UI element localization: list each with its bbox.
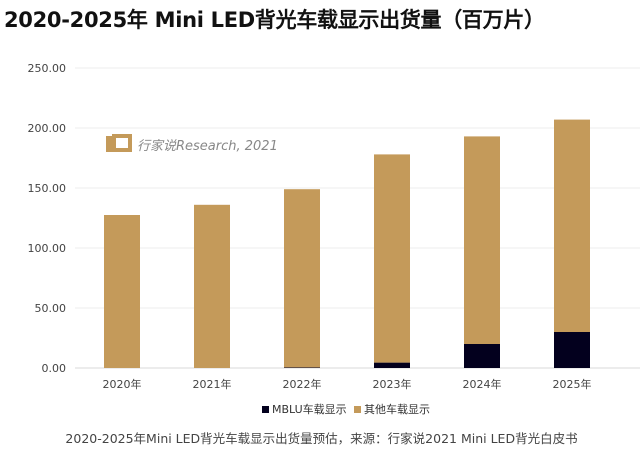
y-tick-label: 50.00 [35,302,67,315]
bar-other-2020年 [104,215,140,368]
x-tick-label: 2023年 [373,377,412,391]
legend-swatch [354,406,361,413]
bar-other-2023年 [374,154,410,363]
bar-mblu-2024年 [464,344,500,368]
caption: 2020-2025年Mini LED背光车载显示出货量预估，来源：行家说2021… [65,431,578,446]
x-tick-label: 2020年 [103,377,142,391]
bar-other-2021年 [194,204,230,368]
x-tick-label: 2021年 [193,377,232,391]
bar-other-2025年 [554,119,590,332]
chart-title: 2020-2025年 Mini LED背光车载显示出货量（百万片） [4,8,545,32]
y-tick-label: 150.00 [28,182,67,195]
bar-other-2022年 [284,189,320,368]
bar-other-2024年 [464,136,500,344]
y-tick-label: 100.00 [28,242,67,255]
legend-swatch [262,406,269,413]
bar-mblu-2022年 [284,367,320,368]
bar-mblu-2025年 [554,332,590,368]
y-tick-label: 0.00 [42,362,67,375]
bar-mblu-2023年 [374,362,410,368]
watermark: 行家说Research, 2021 [137,138,278,154]
watermark-logo-icon [112,134,132,152]
stacked-bar-chart: 0.00 50.00 100.00 150.00 200.00 250.00 行家说Rese… [28,62,640,416]
watermark-logo-icon [106,136,112,152]
x-tick-label: 2025年 [553,377,592,391]
legend-label: 其他车载显示 [364,402,430,416]
x-tick-label: 2024年 [463,377,502,391]
y-tick-label: 250.00 [28,62,67,75]
y-tick-label: 200.00 [28,122,67,135]
x-tick-label: 2022年 [283,377,322,391]
legend-label: MBLU车载显示 [272,402,347,416]
